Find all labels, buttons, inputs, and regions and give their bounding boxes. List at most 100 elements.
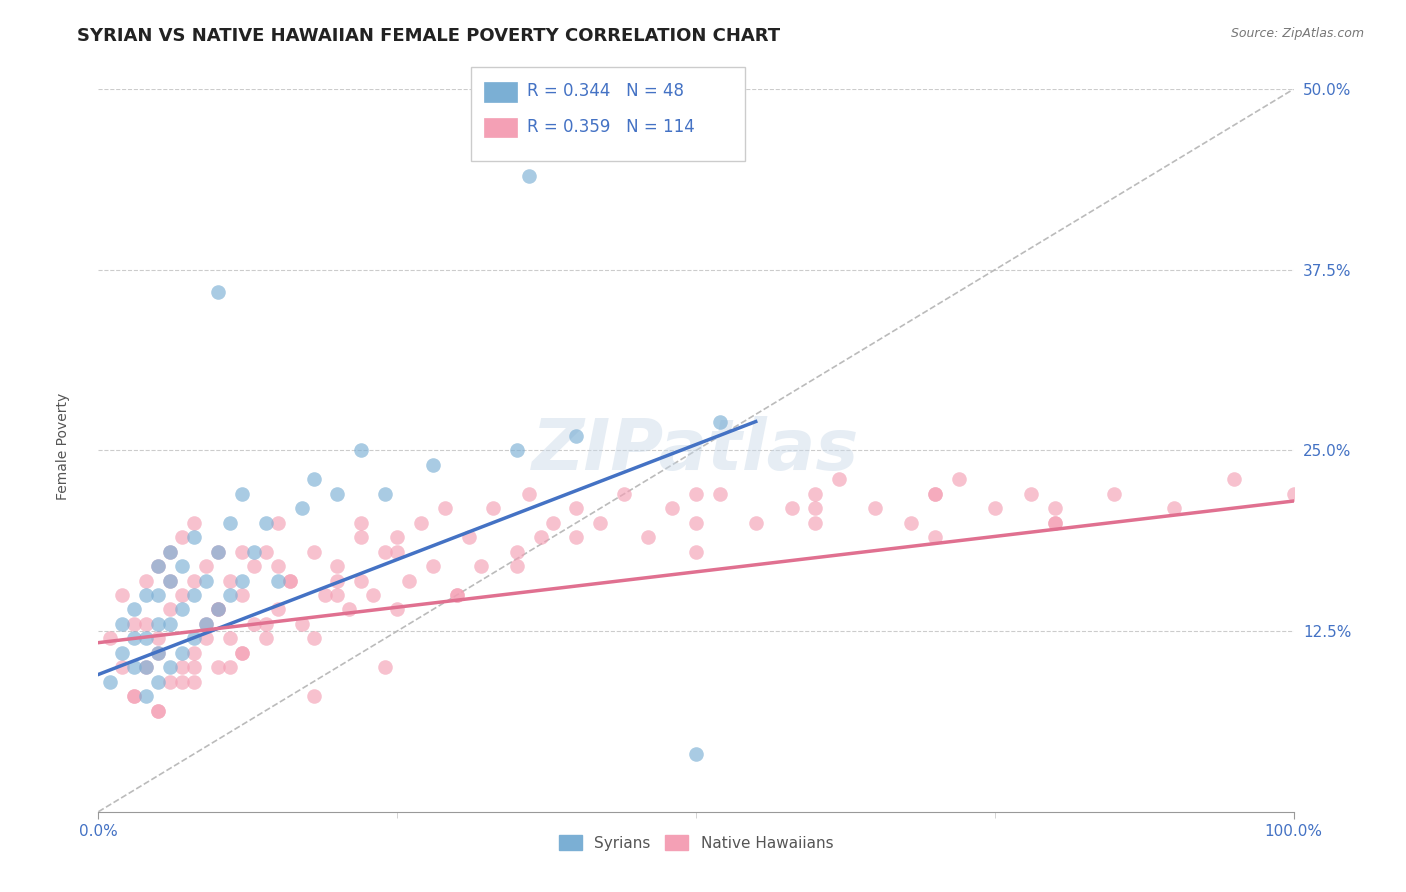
Point	[195, 574, 218, 588]
Point	[207, 660, 229, 674]
Point	[565, 530, 588, 544]
Point	[422, 559, 444, 574]
Point	[709, 487, 731, 501]
Point	[804, 487, 827, 501]
Point	[411, 516, 433, 530]
Point	[148, 674, 170, 689]
Point	[339, 602, 361, 616]
Point	[172, 530, 194, 544]
Point	[183, 646, 205, 660]
Point	[172, 660, 194, 674]
Point	[315, 588, 337, 602]
Point	[326, 588, 349, 602]
Point	[159, 616, 181, 631]
Point	[506, 559, 529, 574]
Point	[326, 559, 349, 574]
Point	[124, 602, 146, 616]
Point	[363, 588, 385, 602]
Point	[148, 632, 170, 646]
Point	[422, 458, 444, 472]
Point	[1163, 501, 1185, 516]
Point	[254, 616, 277, 631]
Point	[148, 646, 170, 660]
Point	[124, 689, 146, 703]
Point	[195, 616, 218, 631]
Point	[111, 646, 134, 660]
Point	[183, 516, 205, 530]
Point	[506, 544, 529, 558]
Point	[135, 660, 157, 674]
Point	[254, 516, 277, 530]
Point	[148, 704, 170, 718]
Point	[135, 632, 157, 646]
Point	[207, 544, 229, 558]
Point	[745, 516, 768, 530]
Point	[219, 660, 242, 674]
Point	[231, 588, 253, 602]
Point	[207, 602, 229, 616]
Point	[148, 646, 170, 660]
Text: Source: ZipAtlas.com: Source: ZipAtlas.com	[1230, 27, 1364, 40]
Point	[1282, 487, 1305, 501]
Point	[302, 472, 325, 486]
Text: SYRIAN VS NATIVE HAWAIIAN FEMALE POVERTY CORRELATION CHART: SYRIAN VS NATIVE HAWAIIAN FEMALE POVERTY…	[77, 27, 780, 45]
Point	[804, 501, 827, 516]
Point	[291, 501, 314, 516]
Point	[183, 588, 205, 602]
Point	[207, 602, 229, 616]
Point	[148, 588, 170, 602]
Point	[291, 616, 314, 631]
Point	[135, 660, 157, 674]
Point	[685, 544, 707, 558]
Point	[172, 602, 194, 616]
Point	[183, 660, 205, 674]
Point	[278, 574, 301, 588]
Point	[207, 544, 229, 558]
Point	[267, 559, 290, 574]
Point	[350, 530, 373, 544]
Point	[219, 574, 242, 588]
Point	[517, 169, 540, 183]
Point	[124, 660, 146, 674]
Point	[172, 646, 194, 660]
Point	[219, 632, 242, 646]
Point	[195, 559, 218, 574]
Point	[385, 530, 409, 544]
Point	[1043, 516, 1066, 530]
Point	[219, 516, 242, 530]
Point	[350, 516, 373, 530]
Text: ZIPatlas: ZIPatlas	[533, 416, 859, 485]
Point	[780, 501, 803, 516]
Point	[434, 501, 457, 516]
Point	[159, 574, 181, 588]
Point	[530, 530, 553, 544]
Point	[98, 674, 122, 689]
Point	[254, 632, 277, 646]
Point	[685, 516, 707, 530]
Point	[231, 646, 253, 660]
Point	[1019, 487, 1042, 501]
Point	[685, 487, 707, 501]
Point	[124, 689, 146, 703]
Legend: Syrians, Native Hawaiians: Syrians, Native Hawaiians	[551, 827, 841, 858]
Point	[243, 544, 266, 558]
Point	[172, 559, 194, 574]
Point	[135, 689, 157, 703]
Point	[183, 574, 205, 588]
Point	[924, 487, 946, 501]
Point	[148, 704, 170, 718]
Point	[458, 530, 481, 544]
Point	[350, 443, 373, 458]
Point	[135, 574, 157, 588]
Point	[637, 530, 659, 544]
Point	[159, 674, 181, 689]
Point	[374, 660, 396, 674]
Point	[172, 674, 194, 689]
Point	[326, 574, 349, 588]
Point	[613, 487, 636, 501]
Point	[183, 674, 205, 689]
Point	[195, 616, 218, 631]
Point	[267, 602, 290, 616]
Point	[565, 501, 588, 516]
Point	[385, 602, 409, 616]
